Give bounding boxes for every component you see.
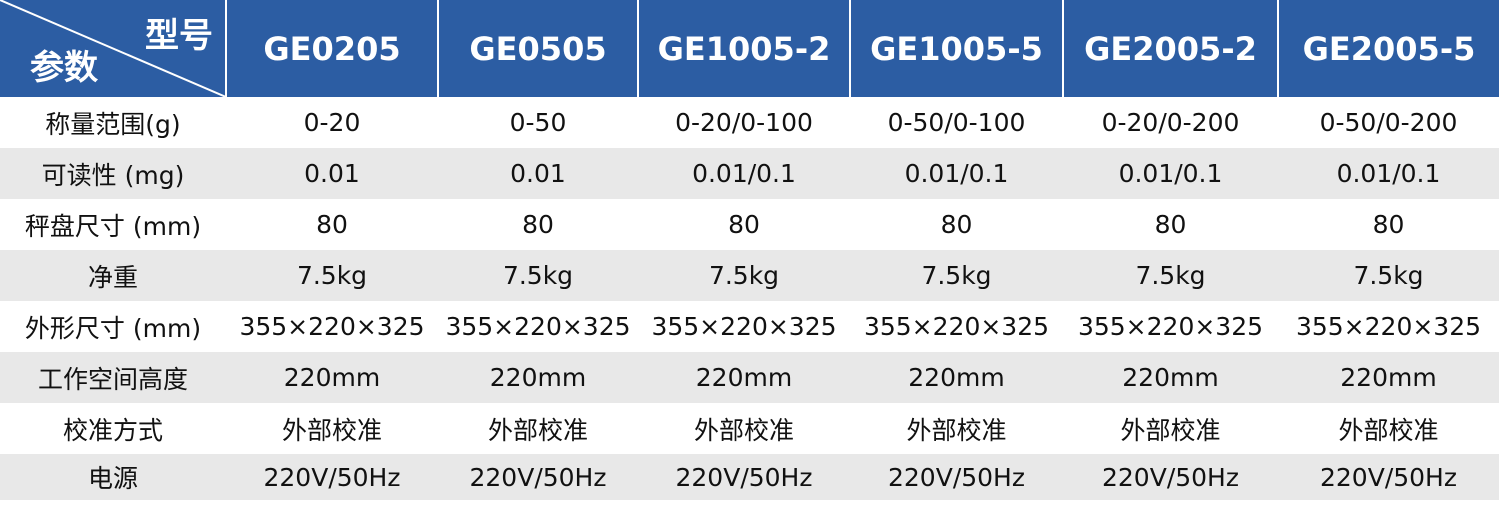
model-header: GE2005-5 <box>1277 0 1499 97</box>
cell: 外部校准 <box>1120 415 1221 445</box>
cell: 80 <box>1372 210 1405 239</box>
cell: 0-50 <box>509 108 567 137</box>
cell: 7.5kg <box>850 250 1063 301</box>
cell: 外部校准 <box>281 415 382 445</box>
cell: 0.01/0.1 <box>1063 148 1278 199</box>
cell: 220V/50Hz <box>638 454 850 500</box>
corner-cell: 型号 参数 <box>0 0 226 97</box>
cell: 220mm <box>226 352 438 403</box>
cell: 0.01/0.1 <box>1278 148 1499 199</box>
table-row: 称量范围(g) 0-20 0-50 0-20/0-100 0-50/0-100 0-20/… <box>0 97 1499 148</box>
cell: 0-20/0-200 <box>1101 108 1240 137</box>
cell: 7.5kg <box>638 250 850 301</box>
table-row: 外形尺寸 (mm) 355×220×325 355×220×325 355×220×3… <box>0 301 1499 352</box>
cell: 外部校准 <box>906 415 1007 445</box>
table-body: 称量范围(g) 0-20 0-50 0-20/0-100 0-50/0-100 0-20/… <box>0 97 1499 500</box>
row-label: 净重 <box>0 250 226 301</box>
row-label: 可读性 (mg) <box>0 148 226 199</box>
table-row: 净重 7.5kg 7.5kg 7.5kg 7.5kg 7.5kg 7.5kg <box>0 250 1499 301</box>
cell: 220mm <box>638 352 850 403</box>
table-row: 工作空间高度 220mm 220mm 220mm 220mm 220mm 220mm <box>0 352 1499 403</box>
cell: 220V/50Hz <box>226 454 438 500</box>
cell: 0-20/0-100 <box>675 108 813 137</box>
table-row: 可读性 (mg) 0.01 0.01 0.01/0.1 0.01/0.1 0.01/0.1… <box>0 148 1499 199</box>
model-header: GE1005-5 <box>849 0 1063 97</box>
cell: 80 <box>316 210 348 239</box>
cell: 7.5kg <box>226 250 438 301</box>
cell: 7.5kg <box>1063 250 1278 301</box>
model-header: GE0205 <box>225 0 438 97</box>
model-header: GE0505 <box>437 0 638 97</box>
cell: 355×220×325 <box>651 312 837 341</box>
cell: 外部校准 <box>693 415 794 445</box>
cell: 220V/50Hz <box>1063 454 1278 500</box>
cell: 0.01/0.1 <box>638 148 850 199</box>
cell: 7.5kg <box>1278 250 1499 301</box>
table-header: 型号 参数 GE0205 GE0505 GE1005-2 GE1005-5 GE2005… <box>0 0 1499 97</box>
cell: 220V/50Hz <box>850 454 1063 500</box>
header-row: 型号 参数 GE0205 GE0505 GE1005-2 GE1005-5 GE2005… <box>0 0 1499 97</box>
cell: 220mm <box>1278 352 1499 403</box>
cell: 355×220×325 <box>1295 312 1482 341</box>
model-header: GE1005-2 <box>637 0 850 97</box>
diagonal <box>0 0 226 97</box>
row-label: 秤盘尺寸 (mm) <box>24 211 202 241</box>
cell: 0-50/0-100 <box>887 108 1026 137</box>
cell: 0-50/0-200 <box>1319 108 1458 137</box>
cell: 220mm <box>438 352 638 403</box>
cell: 80 <box>728 210 760 239</box>
row-label: 称量范围(g) <box>45 109 181 139</box>
cell: 0-20 <box>303 108 361 137</box>
cell: 0.01 <box>226 148 438 199</box>
corner-bottom: 参数 <box>30 48 98 88</box>
row-label: 电源 <box>0 454 226 500</box>
table-row: 秤盘尺寸 (mm) 80 80 80 80 80 80 <box>0 199 1499 250</box>
cell: 80 <box>1154 210 1187 239</box>
cell: 355×220×325 <box>445 312 631 341</box>
cell: 7.5kg <box>438 250 638 301</box>
cell: 外部校准 <box>487 415 588 445</box>
cell: 355×220×325 <box>1077 312 1264 341</box>
table-row: 校准方式 外部校准 外部校准 外部校准 外部校准 外部校准 外部校准 <box>0 403 1499 454</box>
row-label: 校准方式 <box>62 415 163 445</box>
cell: 0.01 <box>438 148 638 199</box>
cell: 220V/50Hz <box>1278 454 1499 500</box>
cell: 外部校准 <box>1338 415 1439 445</box>
cell: 355×220×325 <box>239 312 425 341</box>
cell: 220V/50Hz <box>438 454 638 500</box>
cell: 0.01/0.1 <box>850 148 1063 199</box>
table-row: 电源 220V/50Hz 220V/50Hz 220V/50Hz 220V/50Hz 22… <box>0 454 1499 500</box>
row-label: 工作空间高度 <box>0 352 226 403</box>
cell: 80 <box>522 210 554 239</box>
row-label: 外形尺寸 (mm) <box>24 313 202 343</box>
cell: 80 <box>940 210 973 239</box>
cell: 220mm <box>850 352 1063 403</box>
cell: 220mm <box>1063 352 1278 403</box>
model-header: GE2005-2 <box>1062 0 1278 97</box>
cell: 355×220×325 <box>863 312 1050 341</box>
corner-top: 型号 <box>145 16 213 56</box>
